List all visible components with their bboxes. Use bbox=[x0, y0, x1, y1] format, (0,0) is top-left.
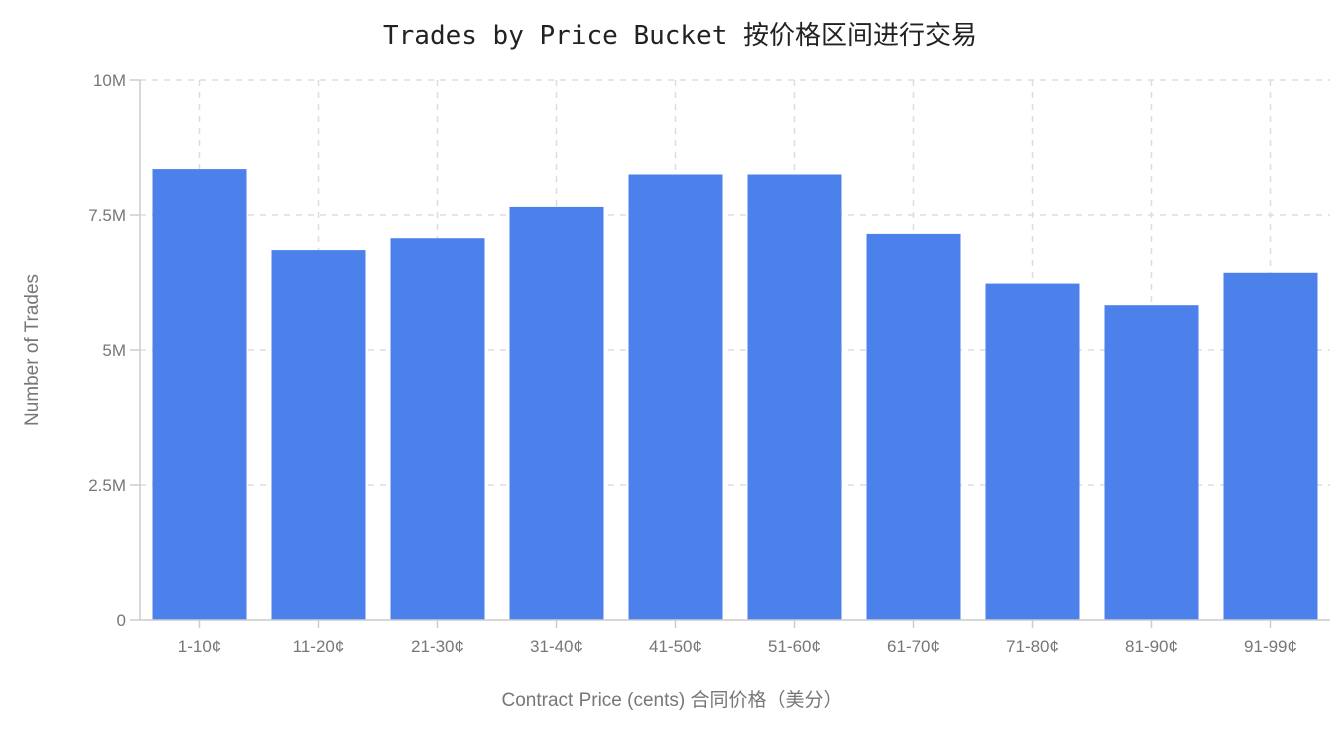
bar-61-70¢ bbox=[866, 233, 961, 620]
chart-title: Trades by Price Bucket 按价格区间进行交易 bbox=[383, 21, 977, 51]
x-tick-label: 31-40¢ bbox=[530, 637, 583, 656]
bar-71-80¢ bbox=[985, 283, 1080, 620]
x-tick-label: 61-70¢ bbox=[887, 637, 940, 656]
bar-21-30¢ bbox=[390, 238, 485, 620]
x-tick-label: 21-30¢ bbox=[411, 637, 464, 656]
bar-31-40¢ bbox=[509, 206, 604, 620]
bar-81-90¢ bbox=[1104, 305, 1199, 620]
x-tick-label: 11-20¢ bbox=[293, 637, 345, 656]
y-axis-label: Number of Trades bbox=[22, 274, 43, 426]
bar-41-50¢ bbox=[628, 174, 723, 620]
y-tick-label: 10M bbox=[93, 71, 126, 90]
bar-51-60¢ bbox=[747, 174, 842, 620]
y-tick-label: 5M bbox=[102, 341, 126, 360]
bar-91-99¢ bbox=[1223, 272, 1318, 620]
bar-11-20¢ bbox=[271, 250, 366, 620]
x-tick-label: 51-60¢ bbox=[768, 637, 821, 656]
y-tick-label: 7.5M bbox=[88, 206, 126, 225]
bar-1-10¢ bbox=[152, 169, 247, 620]
x-tick-label: 1-10¢ bbox=[178, 637, 221, 656]
x-tick-label: 81-90¢ bbox=[1125, 637, 1178, 656]
x-tick-label: 71-80¢ bbox=[1006, 637, 1059, 656]
x-tick-label: 91-99¢ bbox=[1244, 637, 1297, 656]
x-tick-label: 41-50¢ bbox=[649, 637, 702, 656]
y-tick-label: 0 bbox=[117, 611, 126, 630]
x-axis-label: Contract Price (cents) 合同价格（美分） bbox=[502, 689, 843, 711]
y-tick-label: 2.5M bbox=[88, 476, 126, 495]
